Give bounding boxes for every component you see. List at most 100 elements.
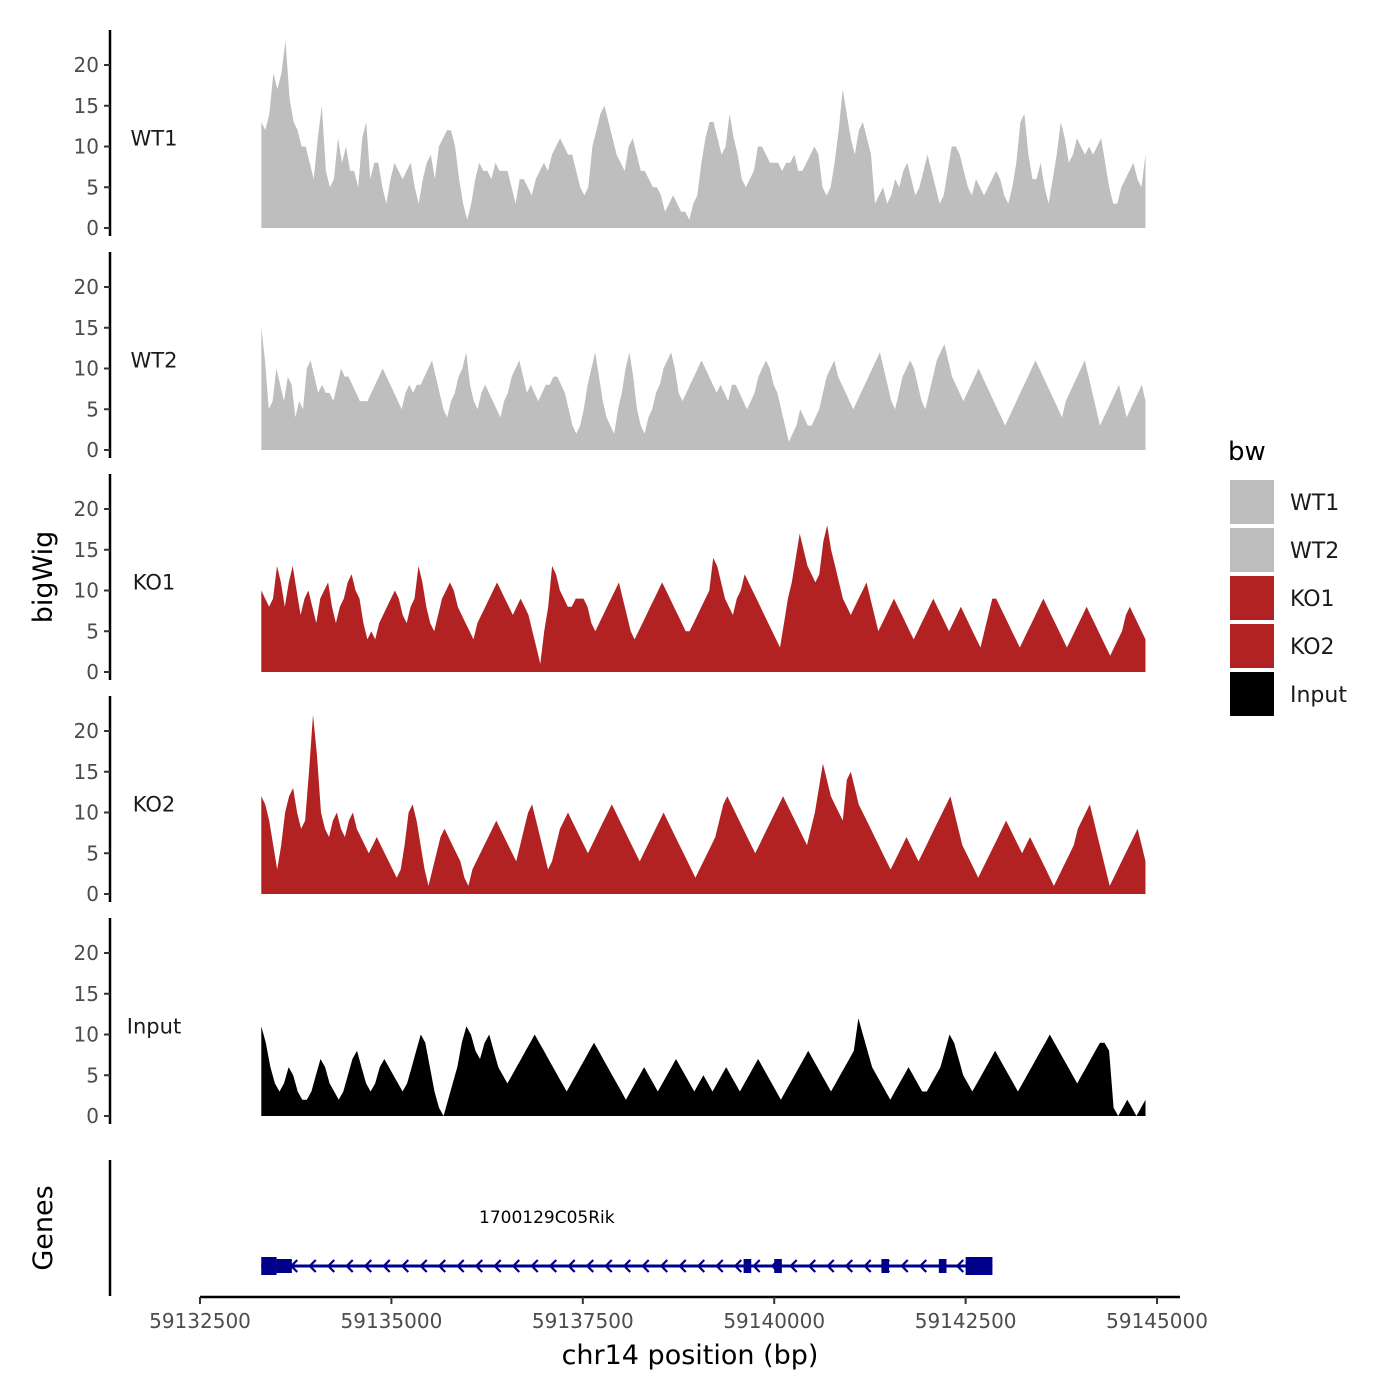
- strand-arrow: [807, 1259, 817, 1273]
- track-label-wt2: WT2: [131, 348, 178, 372]
- y-axis-title: bigWig: [28, 531, 59, 624]
- strand-arrow: [955, 1259, 965, 1273]
- strand-arrow: [678, 1259, 687, 1273]
- strand-arrow: [437, 1259, 447, 1273]
- y-tick-label: 15: [74, 94, 99, 118]
- gene-exon: [881, 1259, 890, 1273]
- strand-arrow: [622, 1259, 632, 1273]
- y-tick-label: 5: [86, 841, 99, 865]
- legend-label-wt2: WT2: [1290, 539, 1339, 564]
- y-tick-label: 0: [86, 882, 99, 906]
- strand-arrow: [659, 1259, 669, 1273]
- legend-label-ko2: KO2: [1290, 635, 1335, 660]
- strand-arrow: [511, 1259, 521, 1273]
- strand-arrow: [604, 1259, 613, 1273]
- strand-arrow: [308, 1259, 317, 1273]
- strand-arrow: [696, 1259, 706, 1273]
- strand-arrow: [641, 1259, 650, 1273]
- gene-exon: [938, 1259, 947, 1273]
- x-tick-label: 59135000: [341, 1309, 443, 1333]
- track-input: 0 5 10 15 20 Input: [74, 918, 1146, 1128]
- legend-swatch-input: [1230, 672, 1274, 716]
- track-label-ko1: KO1: [133, 570, 176, 594]
- strand-arrow: [326, 1259, 336, 1273]
- legend-label-wt1: WT1: [1290, 491, 1339, 516]
- y-tick-label: 20: [74, 497, 99, 521]
- strand-arrow: [715, 1259, 724, 1273]
- x-tick-label: 59140000: [723, 1309, 825, 1333]
- genes-axis-title: Genes: [28, 1185, 59, 1270]
- y-tick-label: 0: [86, 1104, 99, 1128]
- y-tick-label: 15: [74, 760, 99, 784]
- gene-exon: [965, 1257, 993, 1275]
- strand-arrow: [548, 1259, 558, 1273]
- legend: bw WT1 WT2 KO1 KO2 Input: [1228, 437, 1347, 716]
- strand-arrow: [567, 1259, 576, 1273]
- gene-name-label: 1700129C05Rik: [479, 1208, 615, 1228]
- x-tick-label: 59137500: [532, 1309, 634, 1333]
- strand-arrow: [752, 1259, 761, 1273]
- legend-swatch-wt1: [1230, 480, 1274, 524]
- legend-label-input: Input: [1290, 683, 1347, 708]
- strand-arrow: [400, 1259, 410, 1273]
- x-tick-label: 59142500: [915, 1309, 1017, 1333]
- y-tick-label: 15: [74, 316, 99, 340]
- strand-arrow: [474, 1259, 484, 1273]
- track-label-wt1: WT1: [131, 126, 178, 150]
- strand-arrow: [918, 1259, 928, 1273]
- strand-arrow: [789, 1259, 798, 1273]
- track-wt2: 0 5 10 15 20 WT2: [74, 252, 1146, 462]
- strand-arrow: [585, 1259, 595, 1273]
- gene-exon: [261, 1257, 277, 1275]
- legend-swatch-wt2: [1230, 528, 1274, 572]
- y-tick-label: 5: [86, 619, 99, 643]
- genes-panel: 1700129C05Rik: [108, 1160, 993, 1296]
- strand-arrow: [456, 1259, 465, 1273]
- y-tick-label: 0: [86, 438, 99, 462]
- strand-arrow: [900, 1259, 909, 1273]
- track-ko1: 0 5 10 15 20 KO1: [74, 474, 1146, 684]
- area-wt1: [261, 40, 1146, 228]
- track-label-ko2: KO2: [133, 792, 176, 816]
- area-ko1: [261, 525, 1146, 672]
- y-tick-label: 10: [74, 1023, 99, 1047]
- y-tick-label: 15: [74, 982, 99, 1006]
- strand-arrow: [493, 1259, 502, 1273]
- y-tick-label: 5: [86, 1063, 99, 1087]
- y-tick-label: 10: [74, 579, 99, 603]
- y-tick-label: 5: [86, 397, 99, 421]
- y-tick-label: 20: [74, 53, 99, 77]
- x-axis-title: chr14 position (bp): [562, 1340, 819, 1371]
- y-tick-label: 0: [86, 216, 99, 240]
- gene-exon: [276, 1259, 292, 1273]
- track-ko2: 0 5 10 15 20 KO2: [74, 696, 1146, 906]
- legend-title: bw: [1228, 437, 1266, 467]
- y-tick-label: 20: [74, 719, 99, 743]
- y-tick-label: 10: [74, 357, 99, 381]
- y-tick-label: 20: [74, 275, 99, 299]
- legend-swatch-ko2: [1230, 624, 1274, 668]
- y-tick-label: 0: [86, 660, 99, 684]
- strand-arrow: [530, 1259, 539, 1273]
- x-tick-label: 59132500: [149, 1309, 251, 1333]
- track-panels: 0 5 10 15 20 WT1 0 5 10 15 20 WT2 0 5 10 15 20 KO1 0 5 10 15 2…: [74, 30, 1146, 1128]
- legend-label-ko1: KO1: [1290, 587, 1335, 612]
- strand-arrow: [419, 1259, 428, 1273]
- y-tick-label: 15: [74, 538, 99, 562]
- strand-arrow: [733, 1259, 743, 1273]
- y-tick-label: 20: [74, 941, 99, 965]
- strand-arrow: [382, 1259, 391, 1273]
- strand-arrow: [363, 1259, 373, 1273]
- strand-arrow: [345, 1259, 354, 1273]
- y-tick-label: 10: [74, 801, 99, 825]
- track-label-input: Input: [127, 1014, 181, 1038]
- legend-swatch-ko1: [1230, 576, 1274, 620]
- x-tick-label: 59145000: [1106, 1309, 1208, 1333]
- y-tick-label: 5: [86, 175, 99, 199]
- track-wt1: 0 5 10 15 20 WT1: [74, 30, 1146, 240]
- x-axis: 59132500 59135000 59137500 59140000 59142500…: [149, 1295, 1208, 1333]
- area-wt2: [261, 327, 1146, 450]
- gene-exon: [774, 1259, 782, 1273]
- strand-arrow: [863, 1259, 872, 1273]
